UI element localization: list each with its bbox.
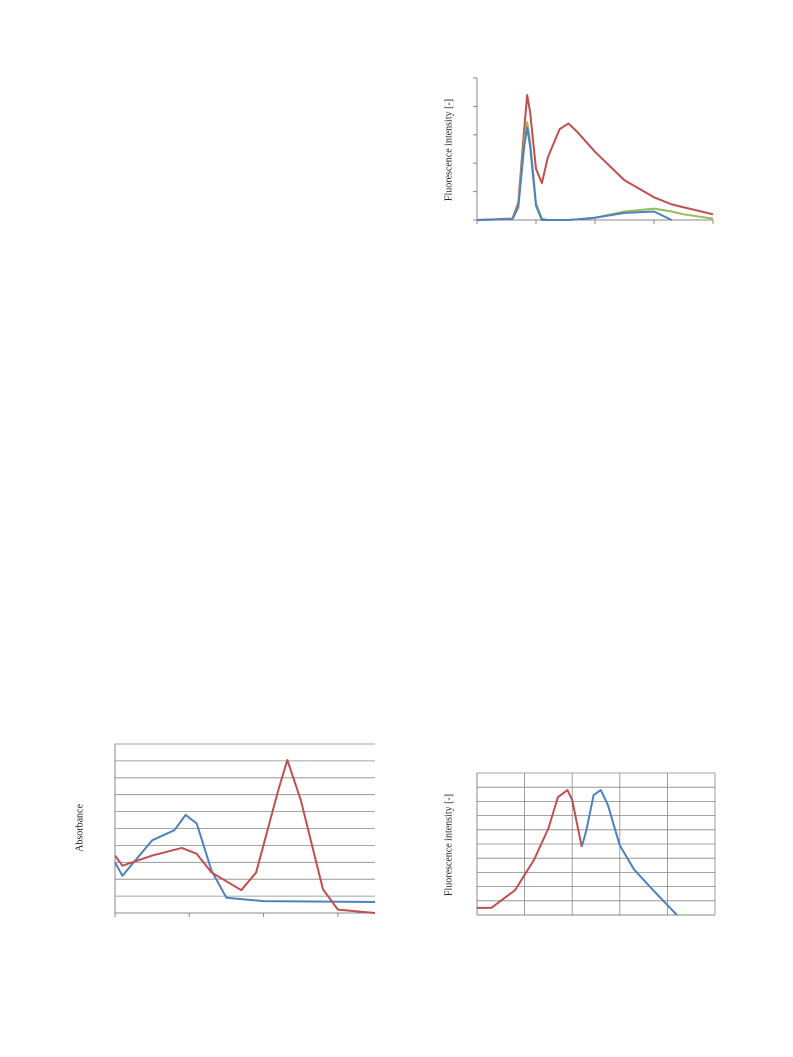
data-line [114,813,376,904]
y-axis-label: Fluorescence intensity [-] [443,794,454,896]
data-line [477,789,583,909]
data-line [580,789,678,916]
data-line [476,94,714,221]
data-line [476,126,673,221]
y-axis-label: Absorbance [74,804,85,852]
y-axis-label: Fluorescence intensity [-] [443,99,454,201]
data-line [114,759,376,914]
